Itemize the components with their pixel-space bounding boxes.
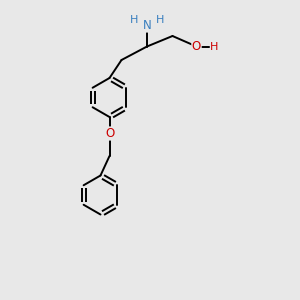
Text: O: O xyxy=(105,127,114,140)
Text: H: H xyxy=(130,15,139,26)
Text: N: N xyxy=(142,19,152,32)
Text: H: H xyxy=(210,41,219,52)
Text: H: H xyxy=(155,15,164,26)
Text: O: O xyxy=(192,40,201,53)
